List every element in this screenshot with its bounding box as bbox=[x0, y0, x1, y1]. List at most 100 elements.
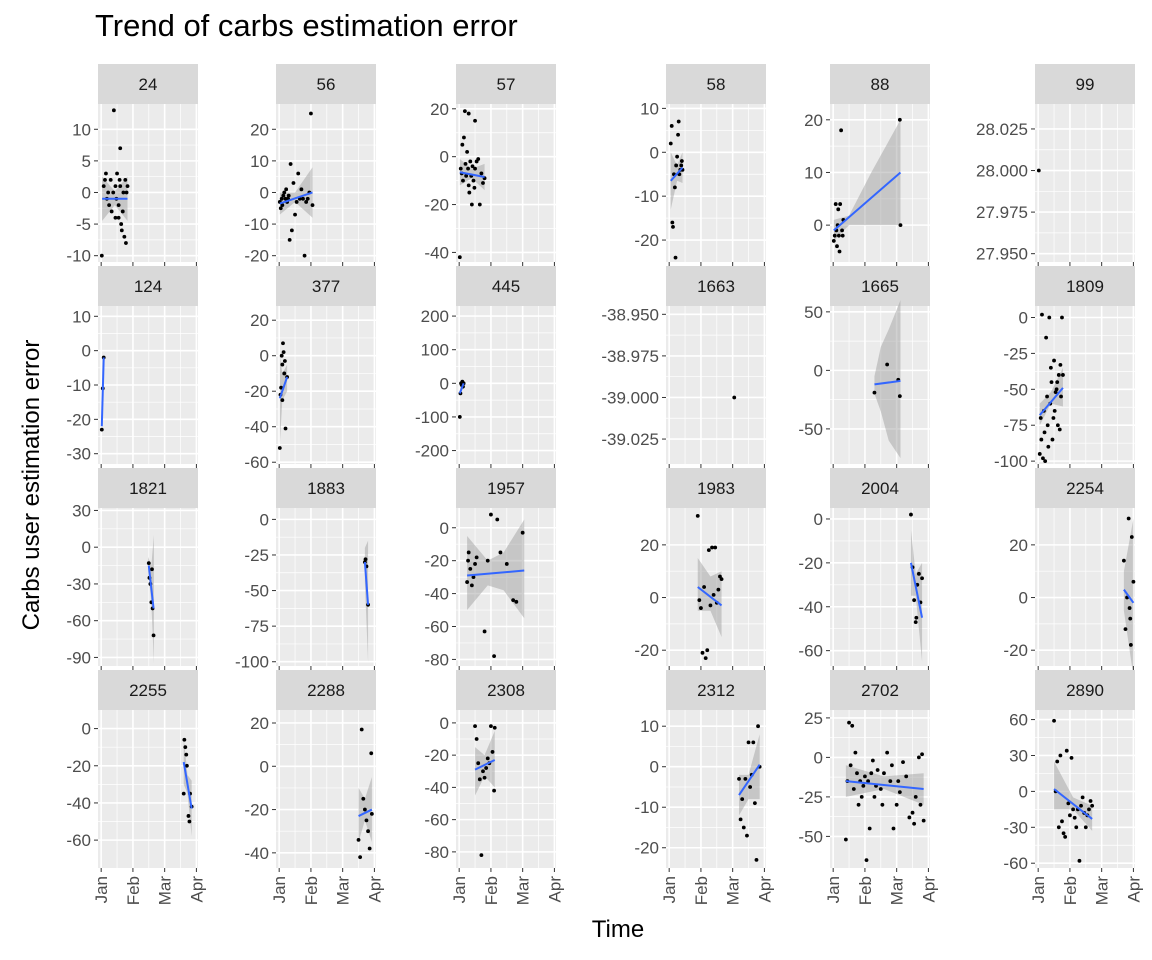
y-tick-label: -5 bbox=[76, 215, 91, 234]
trend-line bbox=[670, 166, 684, 182]
y-tick-label: 0 bbox=[650, 143, 659, 162]
trend-line bbox=[833, 171, 902, 232]
data-point bbox=[121, 190, 126, 195]
data-point bbox=[1045, 423, 1050, 428]
facet-strip bbox=[276, 468, 376, 508]
y-tick-label: -38.975 bbox=[601, 347, 659, 366]
y-tick-label: -20 bbox=[798, 554, 823, 573]
trend-line bbox=[909, 562, 924, 618]
data-point bbox=[867, 826, 872, 831]
data-point bbox=[1088, 799, 1093, 803]
y-tick-label: 0 bbox=[82, 183, 91, 202]
facet-strip bbox=[666, 468, 766, 508]
x-tick-label: Mar bbox=[514, 876, 533, 906]
facet-1883: 1883 -100 -75 -50 -25 0 bbox=[235, 468, 376, 672]
data-point bbox=[302, 253, 307, 258]
data-point bbox=[366, 829, 370, 834]
facet-strip-label: 24 bbox=[139, 75, 158, 94]
data-point bbox=[910, 810, 915, 815]
data-point bbox=[293, 212, 297, 217]
data-point bbox=[363, 557, 368, 562]
data-point bbox=[280, 398, 285, 402]
data-point bbox=[472, 185, 477, 190]
data-point bbox=[479, 171, 484, 176]
trend-line bbox=[100, 357, 105, 427]
trend-line bbox=[358, 808, 373, 817]
data-point bbox=[670, 220, 675, 225]
data-point bbox=[705, 648, 710, 653]
data-point bbox=[301, 196, 305, 201]
data-point bbox=[743, 776, 748, 781]
data-point bbox=[1063, 834, 1068, 839]
data-point bbox=[288, 162, 293, 166]
y-tick-label: 0 bbox=[82, 538, 91, 557]
data-point bbox=[468, 566, 473, 571]
data-point bbox=[1059, 394, 1063, 399]
data-point bbox=[699, 606, 703, 610]
x-tick-label: Mar bbox=[156, 876, 175, 906]
facet-1809: 1809 -100 -75 -50 -25 0 bbox=[994, 266, 1135, 471]
data-point bbox=[479, 853, 484, 858]
y-tick-label: -50 bbox=[798, 827, 823, 846]
data-point bbox=[111, 108, 116, 113]
data-point bbox=[101, 184, 106, 189]
facet-377: 377 -60 -40 -20 0 20 bbox=[244, 266, 376, 472]
data-point bbox=[489, 724, 493, 729]
data-point bbox=[482, 775, 487, 780]
confidence-band bbox=[279, 355, 288, 445]
y-tick-label: 20 bbox=[250, 311, 269, 330]
data-point bbox=[369, 811, 374, 816]
data-point bbox=[914, 615, 919, 620]
data-point bbox=[1071, 807, 1075, 812]
y-tick-label: 20 bbox=[430, 100, 449, 119]
facet-strip bbox=[830, 64, 930, 104]
data-point bbox=[465, 149, 470, 154]
y-tick-label: -25 bbox=[798, 788, 823, 807]
y-tick-label: -100 bbox=[235, 653, 269, 672]
y-tick-label: -100 bbox=[415, 408, 449, 427]
data-point bbox=[466, 111, 471, 116]
x-tick-label: Jan bbox=[1029, 876, 1048, 903]
facet-strip-label: 2288 bbox=[307, 681, 345, 700]
data-point bbox=[1054, 387, 1059, 392]
y-tick-label: 0 bbox=[814, 748, 823, 767]
data-point bbox=[492, 725, 497, 730]
y-tick-label: 20 bbox=[250, 120, 269, 139]
data-point bbox=[122, 234, 127, 239]
x-axis-title: Time bbox=[591, 916, 645, 943]
data-point bbox=[186, 814, 191, 818]
confidence-band bbox=[279, 167, 313, 218]
data-point bbox=[916, 571, 921, 576]
data-point bbox=[120, 209, 125, 214]
data-point bbox=[746, 740, 751, 745]
data-point bbox=[885, 750, 890, 755]
data-point bbox=[1080, 795, 1085, 800]
facet-panel bbox=[276, 104, 376, 262]
data-point bbox=[711, 593, 716, 597]
trend-line bbox=[1123, 589, 1135, 604]
data-point bbox=[1044, 335, 1049, 340]
facet-strip bbox=[276, 266, 376, 306]
y-tick-label: -10 bbox=[66, 376, 91, 395]
facet-panel bbox=[830, 104, 930, 262]
facet-strip-label: 2890 bbox=[1066, 681, 1104, 700]
data-point bbox=[498, 550, 503, 555]
data-point bbox=[752, 801, 757, 806]
y-tick-label: 0 bbox=[814, 361, 823, 380]
data-point bbox=[1058, 753, 1063, 758]
y-tick-label: 0 bbox=[260, 347, 269, 366]
data-point bbox=[833, 202, 838, 206]
y-tick-label: 30 bbox=[72, 501, 91, 520]
data-point bbox=[890, 763, 894, 768]
data-point bbox=[872, 390, 877, 395]
facet-panel bbox=[830, 508, 930, 666]
y-tick-label: -20 bbox=[424, 552, 449, 571]
facet-57: 57 -40 -20 0 20 bbox=[424, 64, 556, 266]
data-point bbox=[123, 177, 128, 182]
data-point bbox=[1055, 759, 1060, 764]
data-point bbox=[1061, 831, 1066, 836]
facet-panel bbox=[456, 306, 556, 464]
data-point bbox=[756, 724, 760, 729]
data-point bbox=[897, 117, 902, 122]
